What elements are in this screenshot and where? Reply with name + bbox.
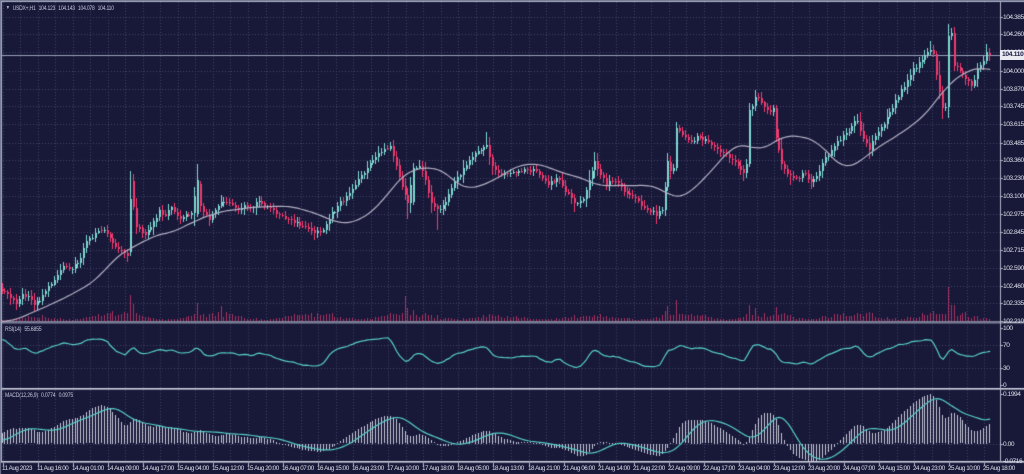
ohlc-close: 104.110 [97,5,114,12]
price-axis-label: 103.745 [1003,102,1024,110]
current-price-badge: 104.110 [1000,50,1024,60]
time-axis-label: 18 Aug 05:00 [456,465,489,472]
time-axis-label: 15 Aug 20:00 [246,465,279,472]
time-axis-label: 14 Aug 17:00 [141,465,174,472]
price-axis-label: 102.975 [1003,210,1024,218]
ohlc-open: 104.123 [38,5,56,12]
time-axis-label: 14 Aug 01:00 [71,465,104,472]
time-axis-label: 15 Aug 12:00 [211,465,244,472]
macd-name: MACD(12,26,9) [5,392,38,399]
price-axis-label: 102.460 [1003,282,1024,290]
price-axis-label: 103.485 [1003,139,1024,147]
macd-scale-label: 0.1994 [1003,390,1021,398]
price-axis-label: 103.870 [1003,85,1024,93]
time-axis-label: 17 Aug 18:00 [421,465,454,472]
collapse-chart-icon[interactable]: ▼ [6,5,10,11]
price-axis-label: 103.230 [1003,174,1024,182]
price-axis-label: 102.845 [1003,228,1024,236]
ohlc-low: 104.078 [77,5,95,12]
time-axis-label: 23 Aug 20:00 [807,465,840,472]
rsi-value: 55.6855 [24,326,42,333]
macd-indicator-label: MACD(12,26,9) 0.0774 0.0975 [5,392,73,399]
rsi-name: RSI(14) [5,326,22,333]
ohlc-high: 104.143 [58,5,75,12]
time-axis-label: 21 Aug 22:00 [632,465,665,472]
rsi-scale-label: 0 [1003,381,1007,389]
time-axis-label: 22 Aug 17:00 [702,465,735,472]
rsi-indicator-label: RSI(14) 55.6855 [5,326,42,333]
time-axis-label: 18 Aug 13:00 [491,465,524,472]
time-axis-label: 11 Aug 16:00 [36,465,69,472]
price-axis-label: 103.360 [1003,156,1024,164]
price-axis-label: 104.385 [1003,13,1024,21]
time-axis-label: 24 Aug 07:00 [842,465,875,472]
time-axis-label: 25 Aug 18:00 [982,465,1015,472]
price-axis-label: 103.615 [1003,120,1024,128]
rsi-scale-label: 100 [1003,324,1013,332]
macd-value-main: 0.0774 [41,392,56,399]
price-axis-label: 102.210 [1003,317,1024,325]
time-axis-label: 21 Aug 14:00 [597,465,630,472]
time-axis-label: 24 Aug 23:00 [912,465,945,472]
time-axis-label: 14 Aug 09:00 [106,465,139,472]
rsi-scale-label: 70 [1003,341,1010,349]
time-axis-label: 16 Aug 15:00 [316,465,349,472]
macd-scale-label: 0.00 [1003,440,1015,448]
time-axis-label: 21 Aug 06:00 [562,465,595,472]
time-axis-label: 23 Aug 04:00 [737,465,770,472]
time-axis-label: 22 Aug 09:00 [667,465,700,472]
time-axis-label: 18 Aug 21:00 [527,465,560,472]
price-axis-label: 102.715 [1003,246,1024,254]
symbol-period-label: USDX+,H1 [12,5,36,12]
time-axis-label: 16 Aug 07:00 [281,465,314,472]
time-axis-label: 16 Aug 23:00 [351,465,384,472]
price-axis-label: 104.000 [1003,67,1024,75]
time-axis-label: 25 Aug 10:00 [947,465,980,472]
price-axis-label: 102.335 [1003,299,1024,307]
time-axis-label: 24 Aug 15:00 [877,465,910,472]
price-axis-label: 103.100 [1003,192,1024,200]
price-axis-label: 104.260 [1003,30,1024,38]
macd-value-signal: 0.0975 [58,392,74,399]
time-axis-label: 17 Aug 10:00 [386,465,419,472]
symbol-ohlc-line: ▼ USDX+,H1 104.123 104.143 104.078 104.110 [6,5,114,12]
price-axis-label: 102.590 [1003,264,1024,272]
time-axis-label: 23 Aug 12:00 [772,465,805,472]
rsi-scale-label: 30 [1003,364,1010,372]
macd-scale-label: -0.0716 [1003,457,1023,465]
time-axis-label: 15 Aug 04:00 [176,465,209,472]
time-axis-label: 11 Aug 2023 [1,465,32,472]
